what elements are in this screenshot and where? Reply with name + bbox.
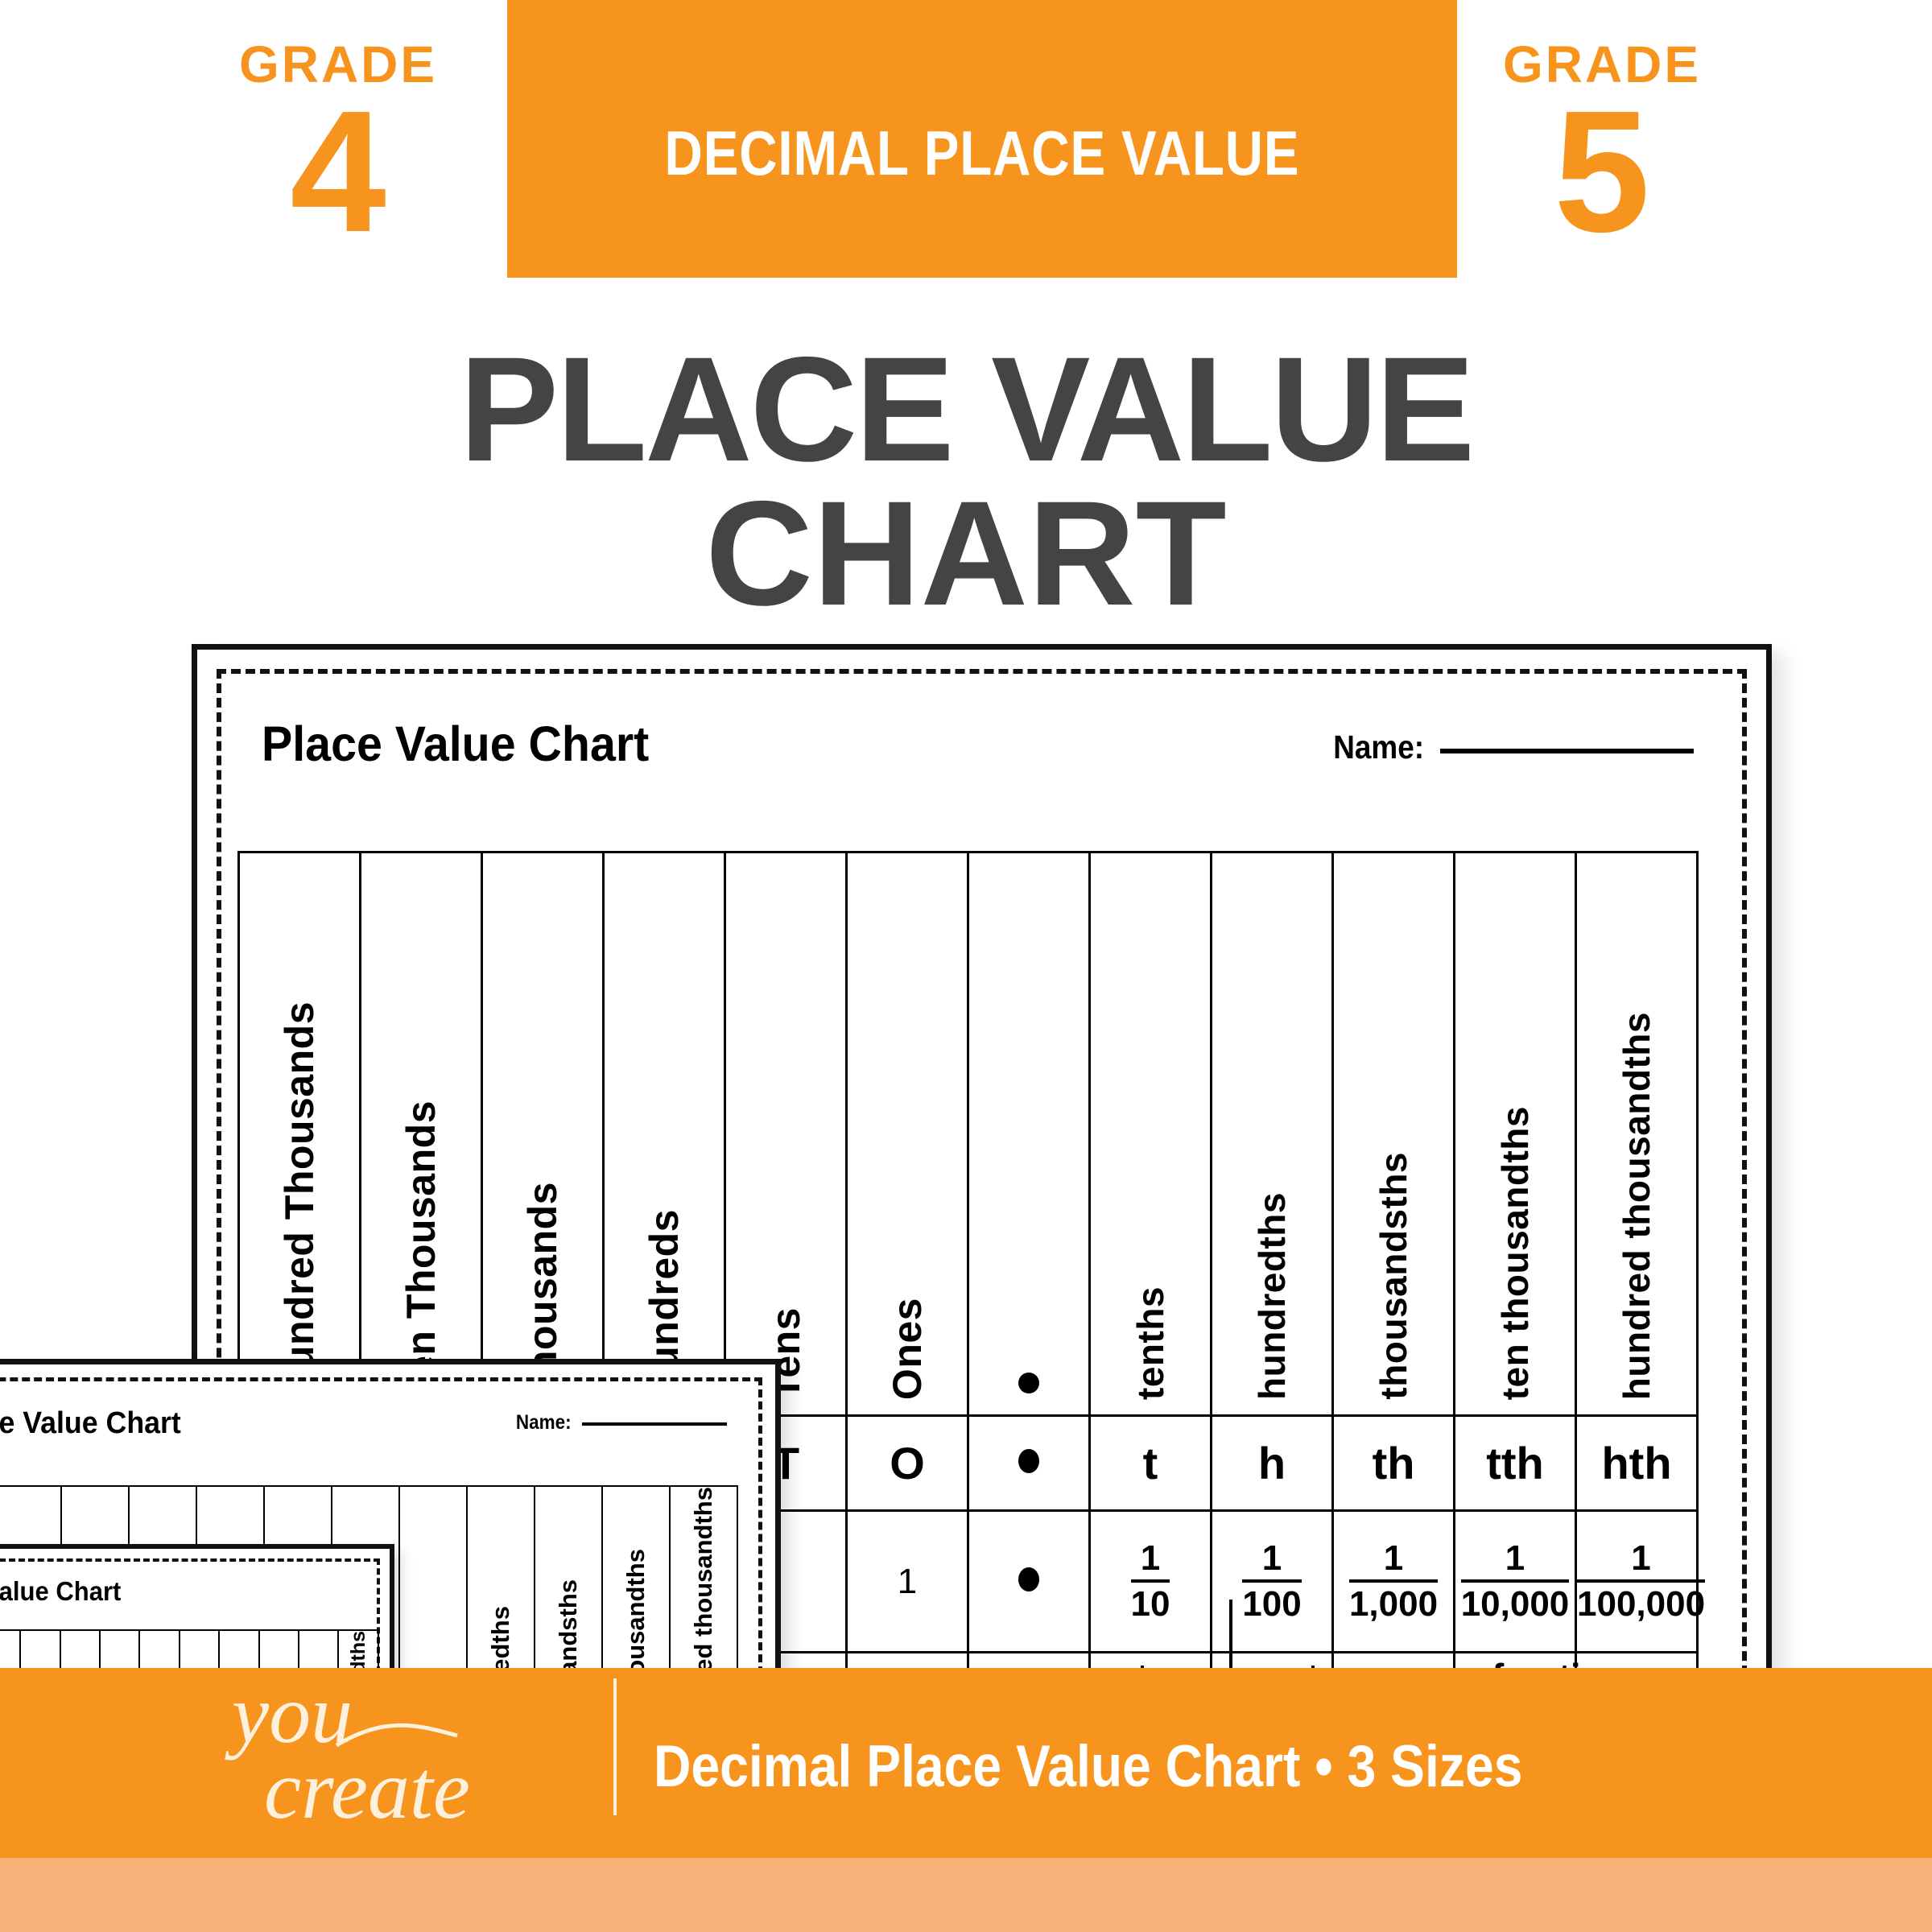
fraction-numerator: 1	[1505, 1538, 1525, 1578]
col-label-thousandsths: thousandsths	[1373, 1152, 1414, 1400]
fraction-hundred-thousandths: 1 100,000	[1577, 1538, 1706, 1625]
col-label-hundred-thousandths: hundred thousandths	[1616, 1011, 1657, 1400]
footer-banner-background	[0, 1668, 1932, 1858]
cell-fraction: 1 10,000	[1453, 1509, 1577, 1653]
fraction-numerator: 1	[1631, 1538, 1651, 1578]
fraction-ten-thousandths: 1 10,000	[1460, 1538, 1570, 1625]
fraction-denominator: 1,000	[1348, 1579, 1439, 1625]
cell-place-name: Thousands	[481, 851, 605, 1417]
fraction-tenths: 1 10	[1130, 1538, 1170, 1625]
name-rule	[582, 1422, 727, 1426]
grade-left-number: 4	[290, 74, 386, 268]
cell-place-name: thousandsths	[1331, 851, 1455, 1417]
abbr-thousandths: th	[1372, 1438, 1415, 1488]
cell-fraction: 1 10	[1088, 1509, 1212, 1653]
cell-abbr	[967, 1414, 1091, 1512]
col-label-ten-thousands: Ten Thousands	[398, 1100, 444, 1400]
fraction-denominator: 100,000	[1577, 1579, 1706, 1625]
fraction-numerator: 1	[1140, 1538, 1161, 1578]
decimal-point-icon	[1018, 1567, 1039, 1591]
cell-place-name: hundred thousandths	[1575, 851, 1699, 1417]
cell-abbr: O	[845, 1414, 969, 1512]
grade-badge-right: GRADE 5	[1481, 35, 1723, 268]
cell-abbr: h	[1210, 1414, 1334, 1512]
fraction-denominator: 100	[1242, 1579, 1302, 1625]
grade-badge-left: GRADE 4	[217, 35, 459, 268]
col-label-ten-thousandths: ten thousandths	[1494, 1105, 1536, 1400]
cell-abbr: tth	[1453, 1414, 1577, 1512]
cell-place-name: Hundred Thousands	[237, 851, 361, 1417]
cell-abbr: hth	[1575, 1414, 1699, 1512]
cell-fraction: 1	[845, 1509, 969, 1653]
col-label-hundredths: hundredths	[1251, 1192, 1293, 1400]
preview-small-title: Place Value Chart	[0, 1576, 122, 1606]
footer-divider	[613, 1678, 617, 1815]
cell-place-name	[967, 851, 1091, 1417]
name-write-line[interactable]	[1440, 749, 1694, 753]
cell-place-name: hundredths	[1210, 851, 1334, 1417]
decimal-point-icon	[1018, 1373, 1039, 1393]
top-banner-background	[507, 0, 1457, 278]
table-row-place-names: Hundred Thousands Ten Thousands Thousand…	[237, 851, 1699, 1417]
fraction-denominator: 10,000	[1460, 1579, 1570, 1625]
grade-left-word: GRADE	[238, 35, 438, 93]
brand-logo-create: create	[264, 1744, 470, 1836]
abbr-ten-thousandths: tth	[1486, 1438, 1544, 1488]
footer-tagline: Decimal Place Value Chart • 3 Sizes	[654, 1734, 1523, 1799]
brand-logo: you create	[216, 1668, 594, 1837]
name-label: Name:	[515, 1411, 572, 1434]
cell-place-name: ten thousandths	[1453, 851, 1577, 1417]
cell-place-name: Tens	[724, 851, 848, 1417]
abbr-tenths: t	[1142, 1438, 1158, 1488]
abbr-hundred-thousandths: hth	[1601, 1438, 1672, 1488]
value-ones: 1	[897, 1561, 918, 1601]
preview-medium-name-field: Name:	[513, 1411, 727, 1435]
cell-fraction: 1 100,000	[1575, 1509, 1706, 1653]
abbr-o: O	[890, 1438, 925, 1488]
grade-right-number: 5	[1554, 74, 1650, 268]
abbr-hundredths: h	[1257, 1438, 1286, 1488]
col-label-tenths: tenths	[1129, 1286, 1171, 1400]
cell-place-name: Ones	[845, 851, 969, 1417]
cell-abbr: t	[1088, 1414, 1212, 1512]
name-label: Name:	[1332, 729, 1424, 766]
decimal-point-icon	[1018, 1449, 1039, 1473]
fraction-denominator: 10	[1130, 1579, 1170, 1625]
fraction-numerator: 1	[1261, 1538, 1282, 1578]
footer-accent-strip	[0, 1858, 1932, 1932]
col-label-ones: Ones	[885, 1297, 930, 1400]
cell-place-name: Hundreds	[602, 851, 726, 1417]
fraction-thousandths: 1 1,000	[1348, 1538, 1439, 1625]
top-banner-title: DECIMAL PLACE VALUE	[664, 118, 1300, 188]
preview-medium-title: Place Value Chart	[0, 1406, 181, 1440]
cell-fraction: 1 1,000	[1331, 1509, 1455, 1653]
cell-place-name: Ten Thousands	[359, 851, 483, 1417]
page-title: PLACE VALUE CHART	[0, 327, 1932, 638]
decimal-point-arrow-shaft	[1229, 1600, 1232, 1695]
name-field[interactable]: Name:	[1328, 729, 1694, 766]
page-title-line-1: PLACE VALUE	[459, 327, 1476, 493]
worksheet-title: Place Value Chart	[262, 716, 650, 771]
cell-place-name: tenths	[1088, 851, 1212, 1417]
col-label-hundred-thousands: Hundred Thousands	[277, 1001, 322, 1400]
fraction-hundredths: 1 100	[1242, 1538, 1302, 1625]
cell-fraction	[967, 1509, 1091, 1653]
fraction-numerator: 1	[1383, 1538, 1404, 1578]
cell-fraction: 1 100	[1210, 1509, 1334, 1653]
cell-abbr: th	[1331, 1414, 1455, 1512]
page-title-line-2: CHART	[705, 471, 1227, 638]
grade-right-word: GRADE	[1502, 35, 1702, 93]
brand-logo-you: you	[225, 1668, 353, 1761]
